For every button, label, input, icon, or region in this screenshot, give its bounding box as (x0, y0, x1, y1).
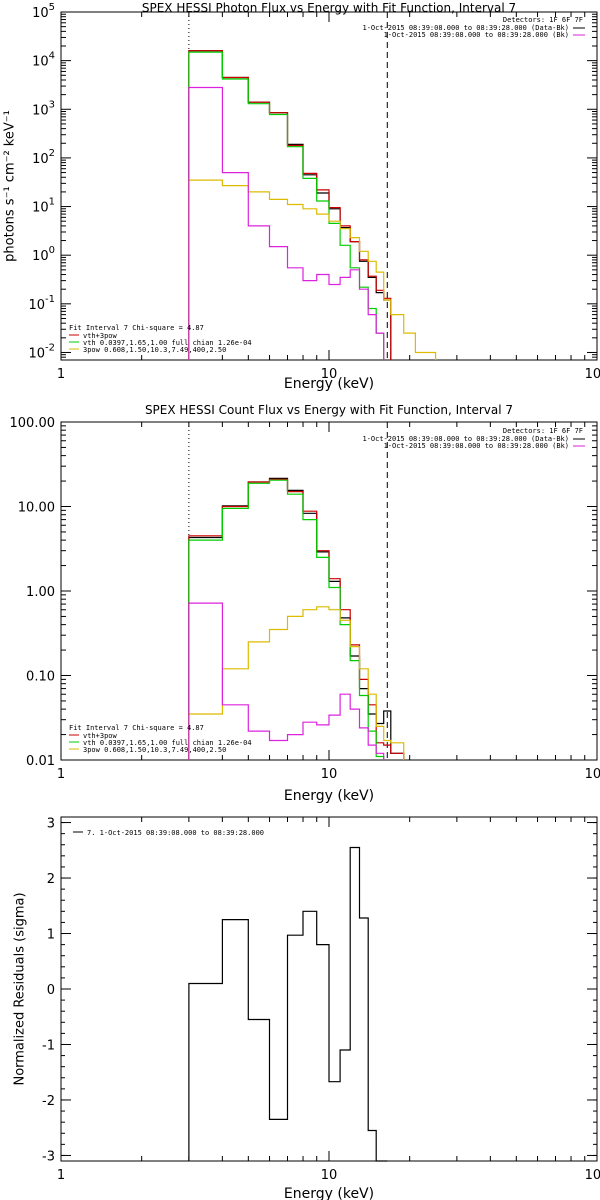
fit-legend-entry: vth+3pow (83, 332, 118, 340)
fit-legend-title: Fit Interval 7 Chi-square = 4.87 (69, 324, 204, 332)
y-tick-label: 10-2 (28, 342, 55, 361)
x-tick-label: 10 (321, 1168, 338, 1183)
chart-title: SPEX HESSI Photon Flux vs Energy with Fi… (142, 1, 516, 15)
legend-entry: 1-Oct-2015 08:39:08.000 to 08:39:28.000 … (384, 31, 569, 39)
x-axis-label: Energy (keV) (284, 788, 374, 804)
y-tick-label: 1 (47, 928, 55, 943)
x-tick-label: 1 (57, 767, 65, 782)
chart-panel-2: SPEX HESSI Count Flux vs Energy with Fit… (10, 403, 600, 804)
chart-panel-1: SPEX HESSI Photon Flux vs Energy with Fi… (3, 1, 600, 392)
legend-entry: 7. 1-Oct-2015 08:39:08.000 to 08:39:28.0… (87, 829, 264, 837)
y-tick-label: 0.01 (26, 754, 55, 769)
fit-legend-entry: vth+3pow (83, 732, 118, 740)
x-tick-label: 100 (585, 767, 600, 782)
y-tick-label: 103 (32, 99, 55, 118)
series-vth-3pow (188, 50, 392, 360)
y-tick-label: 100.00 (10, 416, 56, 431)
series-vth-3pow (188, 478, 405, 760)
y-tick-label: 0.10 (26, 670, 55, 685)
legend-title: Detectors: 1F 6F 7F (503, 16, 583, 24)
y-tick-label: 104 (32, 51, 55, 70)
y-tick-label: 3 (47, 817, 55, 832)
series-3pow (188, 179, 437, 360)
series-data-bk (188, 50, 392, 360)
legend-title: Detectors: 1F 6F 7F (503, 427, 583, 435)
x-axis-label: Energy (keV) (284, 1186, 374, 1200)
plot-frame (60, 11, 598, 361)
series-vth (188, 479, 385, 760)
series-data-bk (188, 477, 405, 760)
y-tick-label: -2 (42, 1094, 55, 1109)
y-tick-label: 100 (32, 245, 55, 264)
fit-legend-title: Fit Interval 7 Chi-square = 4.87 (69, 724, 204, 732)
fit-legend-entry: 3pow 0.608,1.50,10.3,7.49,400,2.50 (83, 346, 226, 354)
y-tick-label: 10.00 (18, 501, 55, 516)
y-tick-label: 10-1 (28, 294, 55, 313)
series-residuals (188, 846, 388, 1162)
y-tick-label: 1.00 (26, 585, 55, 600)
x-tick-label: 10 (321, 767, 338, 782)
series-bk (188, 86, 385, 360)
y-tick-label: 102 (32, 148, 55, 167)
x-tick-label: 1 (57, 1168, 65, 1183)
fit-legend-entry: 3pow 0.608,1.50,10.3,7.49,400,2.50 (83, 746, 226, 754)
x-axis-label: Energy (keV) (284, 376, 374, 392)
series-bk (188, 602, 385, 760)
chart-title: SPEX HESSI Count Flux vs Energy with Fit… (145, 403, 513, 417)
legend-entry: 1-Oct-2015 08:39:08.000 to 08:39:28.000 … (362, 435, 569, 443)
x-tick-label: 1 (57, 367, 65, 382)
x-tick-label: 100 (585, 1168, 600, 1183)
y-tick-label: 101 (32, 197, 55, 216)
y-tick-label: 105 (32, 2, 55, 21)
series-3pow (188, 606, 405, 760)
y-tick-label: 0 (47, 983, 55, 998)
series-vth (188, 51, 385, 360)
x-tick-label: 100 (585, 367, 600, 382)
y-axis-label: photons s⁻¹ cm⁻² keV⁻¹ (3, 110, 18, 262)
y-tick-label: -1 (42, 1038, 55, 1053)
chart-panel-3: Energy (keV) Normalized Residuals (sigma)… (13, 816, 600, 1200)
y-tick-label: -3 (42, 1149, 55, 1164)
fit-legend-entry: vth 0.0397,1.65,1.00 full chian 1.26e-04 (83, 339, 252, 347)
x-tick-label: 10 (321, 367, 338, 382)
y-tick-label: 2 (47, 872, 55, 887)
plot-frame (60, 421, 598, 761)
legend-entry: 1-Oct-2015 08:39:08.000 to 08:39:28.000 … (362, 24, 569, 32)
y-axis-label: Normalized Residuals (sigma) (13, 892, 28, 1085)
fit-legend-entry: vth 0.0397,1.65,1.00 full chian 1.26e-04 (83, 739, 252, 747)
legend-entry: 1-Oct-2015 08:39:08.000 to 08:39:28.000 … (384, 442, 569, 450)
